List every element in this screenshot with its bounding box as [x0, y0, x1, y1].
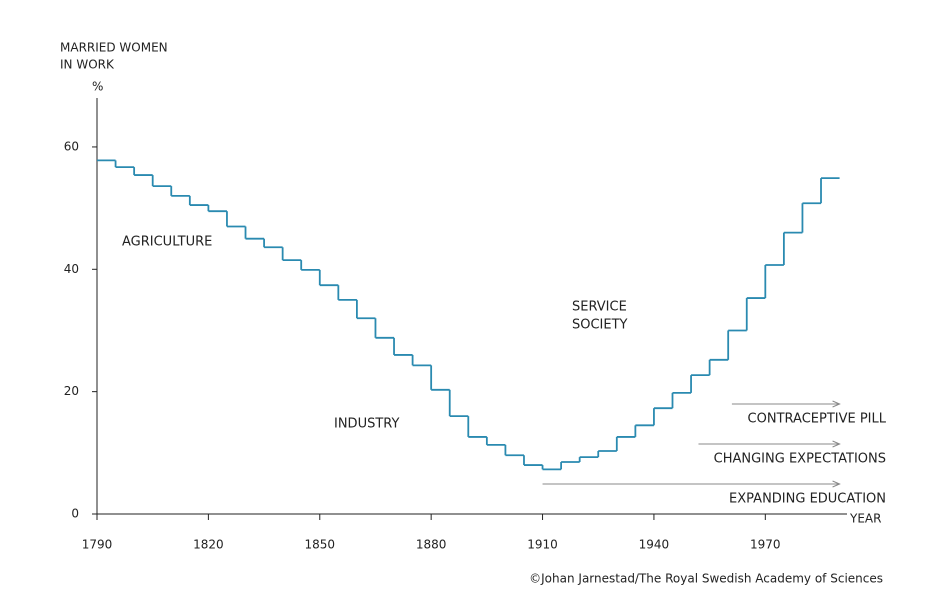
- era-label: SERVICE: [572, 300, 627, 315]
- arrow-head: [832, 480, 841, 488]
- era-label: AGRICULTURE: [122, 235, 212, 250]
- x-tick-label: 1820: [193, 538, 224, 552]
- x-tick-label: 1940: [639, 538, 670, 552]
- era-label: SOCIETY: [572, 318, 628, 333]
- annotation-label: EXPANDING EDUCATION: [729, 492, 886, 507]
- x-tick-label: 1910: [527, 538, 558, 552]
- x-axis-title: YEAR: [849, 512, 881, 526]
- annotation-label: CONTRACEPTIVE PILL: [748, 412, 887, 427]
- arrow-head: [832, 440, 841, 448]
- era-label: INDUSTRY: [334, 417, 399, 432]
- x-tick-label: 1970: [750, 538, 781, 552]
- y-axis-title: MARRIED WOMEN: [60, 41, 168, 55]
- x-tick-label: 1790: [82, 538, 113, 552]
- arrow-head: [832, 400, 841, 408]
- y-tick-label: 40: [64, 262, 79, 276]
- credit: ©Johan Jarnestad/The Royal Swedish Acade…: [529, 572, 883, 586]
- y-tick-label: 20: [64, 384, 79, 398]
- y-tick-label: 60: [64, 139, 79, 153]
- annotation-label: CHANGING EXPECTATIONS: [714, 452, 886, 467]
- y-axis-unit: %: [92, 80, 103, 94]
- y-axis-title: IN WORK: [60, 58, 115, 72]
- y-tick-label: 0: [71, 507, 79, 521]
- x-tick-label: 1880: [416, 538, 447, 552]
- x-tick-label: 1850: [304, 538, 335, 552]
